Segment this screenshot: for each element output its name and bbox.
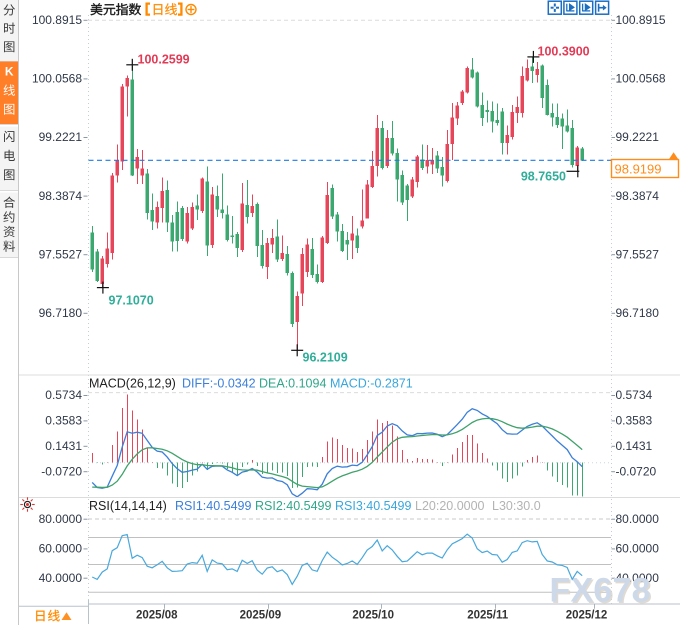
svg-text:97.5527: 97.5527 bbox=[616, 247, 660, 261]
svg-text:L20:20.0000: L20:20.0000 bbox=[415, 499, 485, 513]
svg-text:FX678: FX678 bbox=[551, 573, 652, 611]
svg-text:RSI2:40.5499: RSI2:40.5499 bbox=[255, 499, 331, 513]
svg-text:-0.0720: -0.0720 bbox=[41, 464, 82, 478]
svg-text:L30:30.0: L30:30.0 bbox=[492, 499, 541, 513]
svg-text:0.3583: 0.3583 bbox=[45, 414, 82, 428]
svg-text:40.0000: 40.0000 bbox=[616, 571, 660, 585]
svg-text:60.0000: 60.0000 bbox=[39, 542, 83, 556]
svg-text:100.0568: 100.0568 bbox=[616, 72, 666, 86]
svg-text:2025/11: 2025/11 bbox=[467, 609, 509, 621]
svg-text:MACD:-0.2871: MACD:-0.2871 bbox=[330, 377, 413, 391]
svg-text:98.9199: 98.9199 bbox=[615, 161, 662, 176]
svg-text:2025/08: 2025/08 bbox=[136, 609, 178, 621]
svg-text:2025/09: 2025/09 bbox=[240, 609, 282, 621]
svg-text:100.3900: 100.3900 bbox=[538, 45, 590, 59]
svg-text:2025/10: 2025/10 bbox=[352, 609, 394, 621]
svg-text:0.1431: 0.1431 bbox=[45, 439, 82, 453]
svg-text:60.0000: 60.0000 bbox=[616, 542, 660, 556]
svg-text:99.2221: 99.2221 bbox=[39, 130, 83, 144]
svg-text:97.1070: 97.1070 bbox=[109, 294, 154, 308]
svg-text:RSI1:40.5499: RSI1:40.5499 bbox=[175, 499, 251, 513]
svg-text:98.7650: 98.7650 bbox=[521, 170, 566, 184]
svg-text:97.5527: 97.5527 bbox=[39, 247, 83, 261]
svg-text:0.1431: 0.1431 bbox=[616, 439, 653, 453]
svg-text:K: K bbox=[5, 65, 14, 79]
svg-text:80.0000: 80.0000 bbox=[616, 512, 660, 526]
svg-text:0.3583: 0.3583 bbox=[616, 414, 653, 428]
svg-text:100.8915: 100.8915 bbox=[32, 13, 82, 27]
svg-text:RSI(14,14,14): RSI(14,14,14) bbox=[89, 499, 167, 513]
svg-text:100.8915: 100.8915 bbox=[616, 13, 666, 27]
svg-text:40.0000: 40.0000 bbox=[39, 571, 83, 585]
svg-text:100.0568: 100.0568 bbox=[32, 72, 82, 86]
svg-text:98.3874: 98.3874 bbox=[39, 189, 83, 203]
svg-text:99.2221: 99.2221 bbox=[616, 130, 660, 144]
svg-text:DIFF:-0.0342: DIFF:-0.0342 bbox=[182, 377, 256, 391]
svg-text:96.2109: 96.2109 bbox=[303, 351, 348, 365]
svg-text:FX678: FX678 bbox=[550, 572, 651, 610]
svg-text:98.3874: 98.3874 bbox=[616, 189, 660, 203]
svg-text:2025/12: 2025/12 bbox=[566, 609, 608, 621]
svg-text:100.2599: 100.2599 bbox=[138, 53, 190, 67]
svg-text:0.5734: 0.5734 bbox=[45, 388, 82, 402]
svg-text:96.7180: 96.7180 bbox=[616, 306, 660, 320]
svg-text:DEA:0.1094: DEA:0.1094 bbox=[259, 377, 326, 391]
svg-text:-0.0720: -0.0720 bbox=[616, 464, 657, 478]
svg-text:96.7180: 96.7180 bbox=[39, 306, 83, 320]
svg-text:RSI3:40.5499: RSI3:40.5499 bbox=[335, 499, 411, 513]
svg-text:80.0000: 80.0000 bbox=[39, 512, 83, 526]
svg-text:0.5734: 0.5734 bbox=[616, 388, 653, 402]
svg-text:MACD(26,12,9): MACD(26,12,9) bbox=[89, 377, 176, 391]
